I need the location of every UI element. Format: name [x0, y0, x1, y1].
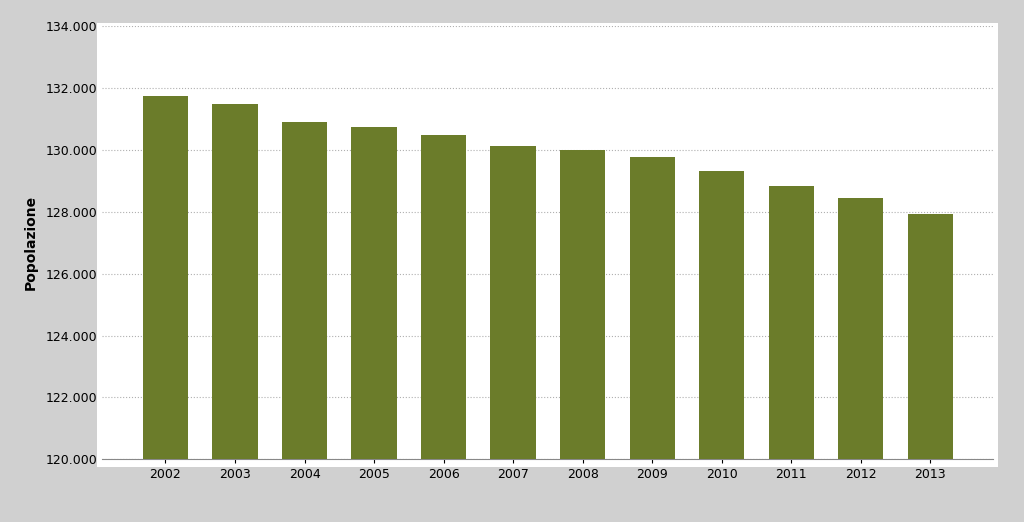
Bar	[630, 157, 675, 522]
Bar	[282, 122, 327, 522]
Bar	[212, 104, 258, 522]
Bar	[699, 171, 744, 522]
Bar	[560, 150, 605, 522]
Bar	[351, 127, 396, 522]
Bar	[769, 186, 814, 522]
Bar	[490, 146, 536, 522]
Bar	[143, 96, 188, 522]
Bar	[838, 198, 884, 522]
Y-axis label: Popolazione: Popolazione	[24, 195, 38, 290]
Bar	[907, 213, 952, 522]
Bar	[421, 135, 466, 522]
